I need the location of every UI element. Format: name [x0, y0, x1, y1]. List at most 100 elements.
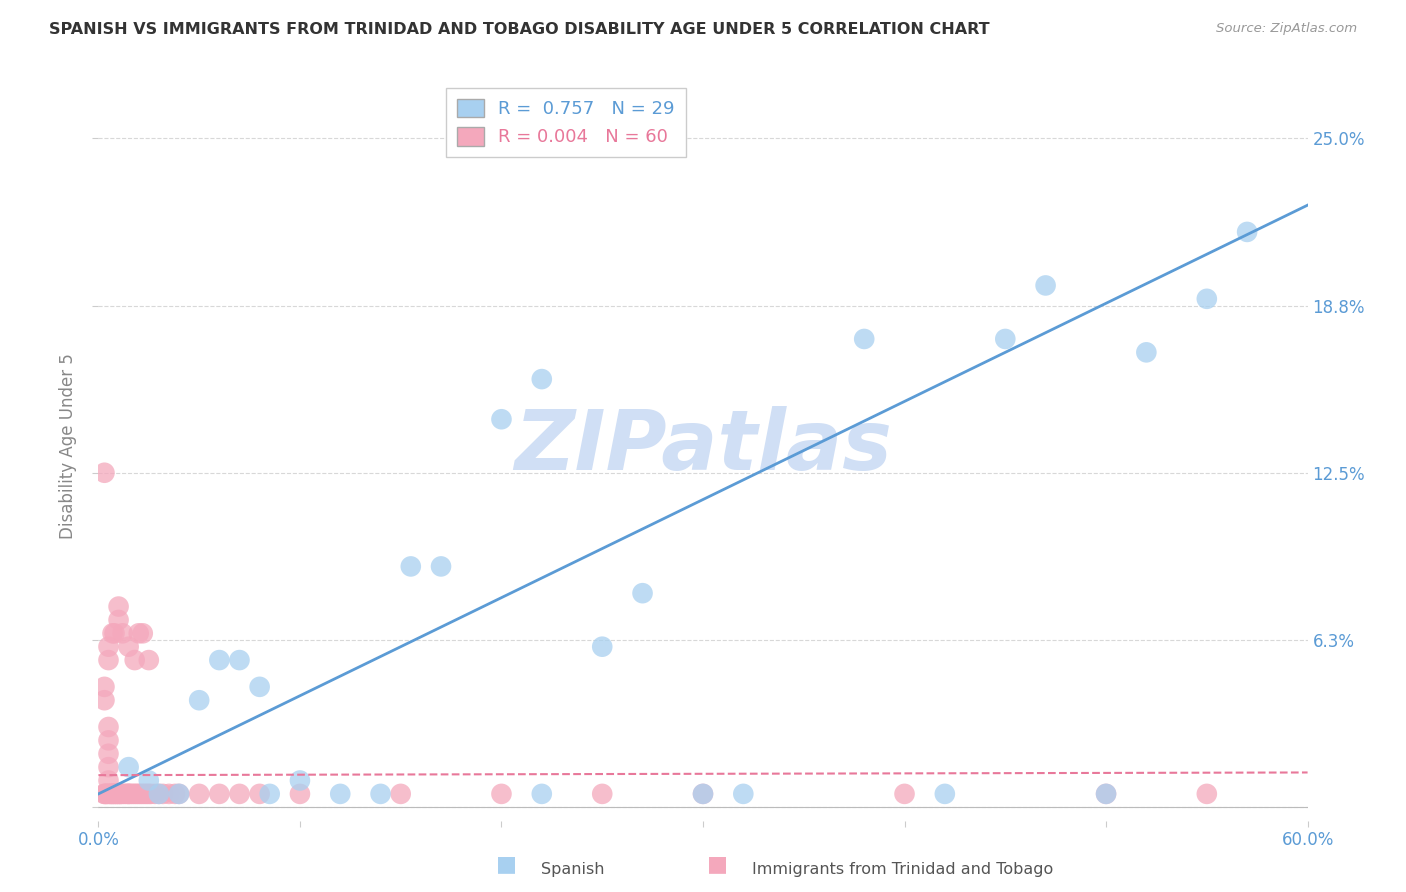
Point [143, 787, 166, 801]
Point [249, 787, 271, 801]
Point [733, 787, 755, 801]
Point [93, 466, 115, 480]
Point [103, 787, 125, 801]
Point [167, 787, 190, 801]
Point [138, 653, 160, 667]
Point [208, 653, 231, 667]
Point [134, 787, 156, 801]
Text: ■: ■ [496, 854, 516, 873]
Point [124, 653, 146, 667]
Point [97, 720, 120, 734]
Point [97, 747, 120, 761]
Point [288, 773, 311, 788]
Point [118, 787, 141, 801]
Point [97, 733, 120, 747]
Point [120, 787, 142, 801]
Text: Spanish: Spanish [541, 863, 605, 877]
Point [430, 559, 453, 574]
Point [96, 787, 118, 801]
Point [591, 787, 613, 801]
Point [1236, 225, 1258, 239]
Point [1035, 278, 1057, 293]
Point [118, 787, 141, 801]
Point [399, 559, 422, 574]
Point [163, 787, 186, 801]
Text: SPANISH VS IMMIGRANTS FROM TRINIDAD AND TOBAGO DISABILITY AGE UNDER 5 CORRELATIO: SPANISH VS IMMIGRANTS FROM TRINIDAD AND … [49, 22, 990, 37]
Y-axis label: Disability Age Under 5: Disability Age Under 5 [59, 353, 77, 539]
Point [97, 787, 120, 801]
Point [249, 680, 271, 694]
Point [118, 760, 141, 774]
Point [530, 372, 553, 386]
Point [114, 787, 136, 801]
Point [110, 787, 132, 801]
Point [93, 787, 115, 801]
Point [329, 787, 352, 801]
Point [107, 787, 129, 801]
Point [591, 640, 613, 654]
Point [129, 787, 152, 801]
Text: ZIPatlas: ZIPatlas [515, 406, 891, 486]
Point [105, 787, 128, 801]
Point [101, 787, 124, 801]
Point [125, 787, 148, 801]
Point [259, 787, 281, 801]
Point [97, 640, 120, 654]
Point [370, 787, 392, 801]
Point [853, 332, 876, 346]
Point [103, 626, 125, 640]
Point [111, 626, 134, 640]
Point [491, 412, 513, 426]
Point [107, 613, 129, 627]
Point [96, 787, 118, 801]
Point [1195, 787, 1218, 801]
Point [228, 653, 250, 667]
Point [111, 787, 134, 801]
Point [118, 640, 141, 654]
Point [389, 787, 412, 801]
Point [132, 787, 155, 801]
Point [1135, 345, 1157, 359]
Point [110, 787, 132, 801]
Point [100, 787, 122, 801]
Point [157, 787, 180, 801]
Point [128, 787, 150, 801]
Text: ■: ■ [707, 854, 727, 873]
Point [107, 787, 129, 801]
Point [124, 787, 146, 801]
Point [138, 773, 160, 788]
Point [100, 787, 122, 801]
Point [121, 787, 143, 801]
Point [692, 787, 714, 801]
Text: Source: ZipAtlas.com: Source: ZipAtlas.com [1216, 22, 1357, 36]
Point [93, 787, 115, 801]
Point [139, 787, 162, 801]
Point [138, 787, 160, 801]
Point [105, 787, 128, 801]
Point [128, 626, 150, 640]
Point [115, 787, 138, 801]
Point [188, 693, 211, 707]
Point [97, 760, 120, 774]
Point [530, 787, 553, 801]
Point [93, 693, 115, 707]
Point [97, 653, 120, 667]
Point [491, 787, 513, 801]
Legend: R =  0.757   N = 29, R = 0.004   N = 60: R = 0.757 N = 29, R = 0.004 N = 60 [446, 88, 686, 157]
Point [692, 787, 714, 801]
Point [288, 787, 311, 801]
Point [103, 787, 125, 801]
Point [97, 773, 120, 788]
Point [208, 787, 231, 801]
Point [101, 787, 124, 801]
Point [148, 787, 170, 801]
Point [148, 787, 170, 801]
Point [167, 787, 190, 801]
Point [107, 599, 129, 614]
Point [228, 787, 250, 801]
Point [934, 787, 956, 801]
Point [1095, 787, 1118, 801]
Point [1095, 787, 1118, 801]
Text: Immigrants from Trinidad and Tobago: Immigrants from Trinidad and Tobago [752, 863, 1053, 877]
Point [631, 586, 654, 600]
